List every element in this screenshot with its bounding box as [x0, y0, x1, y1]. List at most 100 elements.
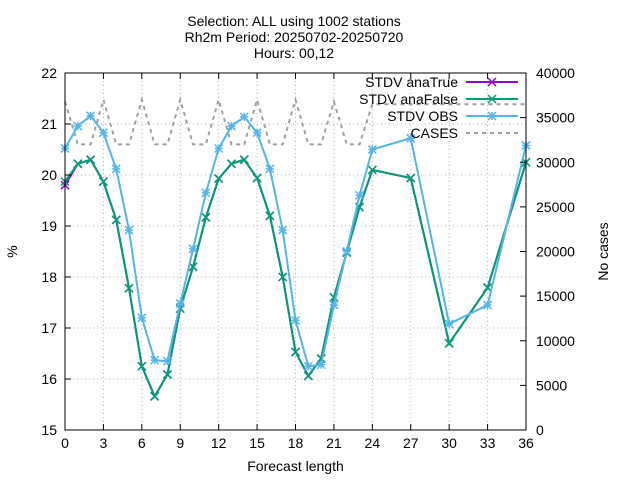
data-point	[111, 215, 121, 225]
data-point	[73, 121, 83, 131]
data-point	[226, 121, 237, 131]
x-tick-label: 12	[211, 435, 227, 451]
y2-tick-label: 20000	[536, 244, 575, 260]
data-point	[444, 338, 454, 348]
series-line	[64, 158, 527, 399]
x-tick-label: 24	[365, 435, 381, 451]
data-point	[367, 165, 377, 175]
data-point	[239, 155, 249, 165]
data-point	[483, 300, 493, 310]
y-tick-label: 17	[41, 320, 57, 336]
y-tick-label: 20	[41, 167, 57, 183]
data-point	[290, 347, 301, 357]
data-point	[265, 211, 275, 221]
data-point	[367, 144, 377, 155]
data-point	[73, 159, 83, 169]
y-tick-label: 19	[41, 218, 57, 234]
series-stdv-anafalse	[60, 155, 531, 401]
y2-tick-label: 0	[536, 422, 544, 438]
title-line-3: Hours: 00,12	[254, 45, 334, 61]
data-point	[162, 356, 172, 366]
y-tick-label: 22	[41, 65, 57, 81]
data-point	[342, 246, 352, 257]
data-point	[201, 212, 211, 222]
x-tick-label: 30	[441, 435, 457, 451]
data-point	[86, 111, 96, 121]
series-line	[64, 158, 527, 399]
y2-tick-label: 5000	[536, 377, 567, 393]
legend-item: CASES	[411, 125, 518, 141]
data-point	[214, 174, 224, 184]
x-tick-label: 15	[249, 435, 265, 451]
data-point	[252, 128, 262, 138]
plot-series	[60, 96, 531, 401]
data-point	[278, 272, 288, 282]
chart-title: Selection: ALL using 1002 stations Rh2m …	[185, 13, 404, 61]
data-point	[150, 391, 160, 401]
data-point	[188, 244, 198, 254]
legend-label: STDV OBS	[387, 108, 458, 124]
legend-item: STDV OBS	[387, 108, 518, 124]
y-tick-label: 16	[41, 371, 57, 387]
series-line	[64, 96, 526, 146]
data-point	[354, 190, 365, 200]
title-line-2: Rh2m Period: 20250702-20250720	[185, 29, 404, 45]
legend-label: CASES	[411, 125, 458, 141]
series-stdv-anatrue	[60, 155, 531, 401]
y-tick-label: 21	[41, 116, 57, 132]
y-tick-label: 15	[41, 422, 57, 438]
data-point	[406, 133, 416, 143]
data-point	[137, 361, 147, 371]
legend-item: STDV anaTrue	[365, 74, 518, 90]
data-point	[137, 313, 147, 323]
data-point	[111, 164, 121, 174]
data-point	[278, 225, 288, 235]
data-point	[162, 369, 172, 379]
legend-label: STDV anaFalse	[359, 91, 458, 107]
legend-marker	[487, 111, 497, 121]
data-point	[226, 159, 237, 169]
data-point	[290, 315, 301, 325]
y2-tick-label: 10000	[536, 333, 575, 349]
data-point	[175, 298, 185, 309]
legend-marker	[487, 77, 497, 87]
data-point	[265, 164, 275, 174]
y-tick-label: 18	[41, 269, 57, 285]
data-point	[252, 173, 262, 183]
data-point	[124, 225, 134, 235]
y-axis-label: %	[4, 245, 20, 257]
data-point	[303, 371, 313, 381]
x-tick-label: 0	[61, 435, 69, 451]
data-point	[303, 361, 313, 371]
x-tick-label: 9	[176, 435, 184, 451]
axis-ticks: 0 3 6 9 12 15 18 21 24 27 30 33 36151617181920212205…	[41, 65, 575, 451]
x-axis-label: Forecast length	[247, 458, 344, 474]
x-tick-label: 6	[138, 435, 146, 451]
data-point	[150, 355, 160, 365]
x-tick-label: 18	[288, 435, 304, 451]
y2-tick-label: 15000	[536, 288, 575, 304]
data-point	[444, 319, 454, 329]
data-point	[214, 143, 224, 154]
y2-tick-label: 30000	[536, 154, 575, 170]
legend-marker	[487, 94, 497, 104]
legend-item: STDV anaFalse	[359, 91, 518, 107]
x-tick-label: 3	[100, 435, 108, 451]
data-point	[98, 128, 108, 138]
data-point	[86, 155, 96, 165]
data-point	[98, 177, 108, 187]
series-cases	[64, 96, 526, 146]
y2-axis-label: No cases	[595, 222, 611, 280]
title-line-1: Selection: ALL using 1002 stations	[187, 13, 401, 29]
y2-tick-label: 35000	[536, 110, 575, 126]
x-tick-label: 27	[403, 435, 419, 451]
y2-tick-label: 40000	[536, 65, 575, 81]
legend-label: STDV anaTrue	[365, 74, 458, 90]
data-point	[201, 188, 211, 198]
data-point	[239, 112, 249, 122]
x-tick-label: 36	[518, 435, 534, 451]
data-point	[329, 300, 339, 310]
y2-tick-label: 25000	[536, 199, 575, 215]
